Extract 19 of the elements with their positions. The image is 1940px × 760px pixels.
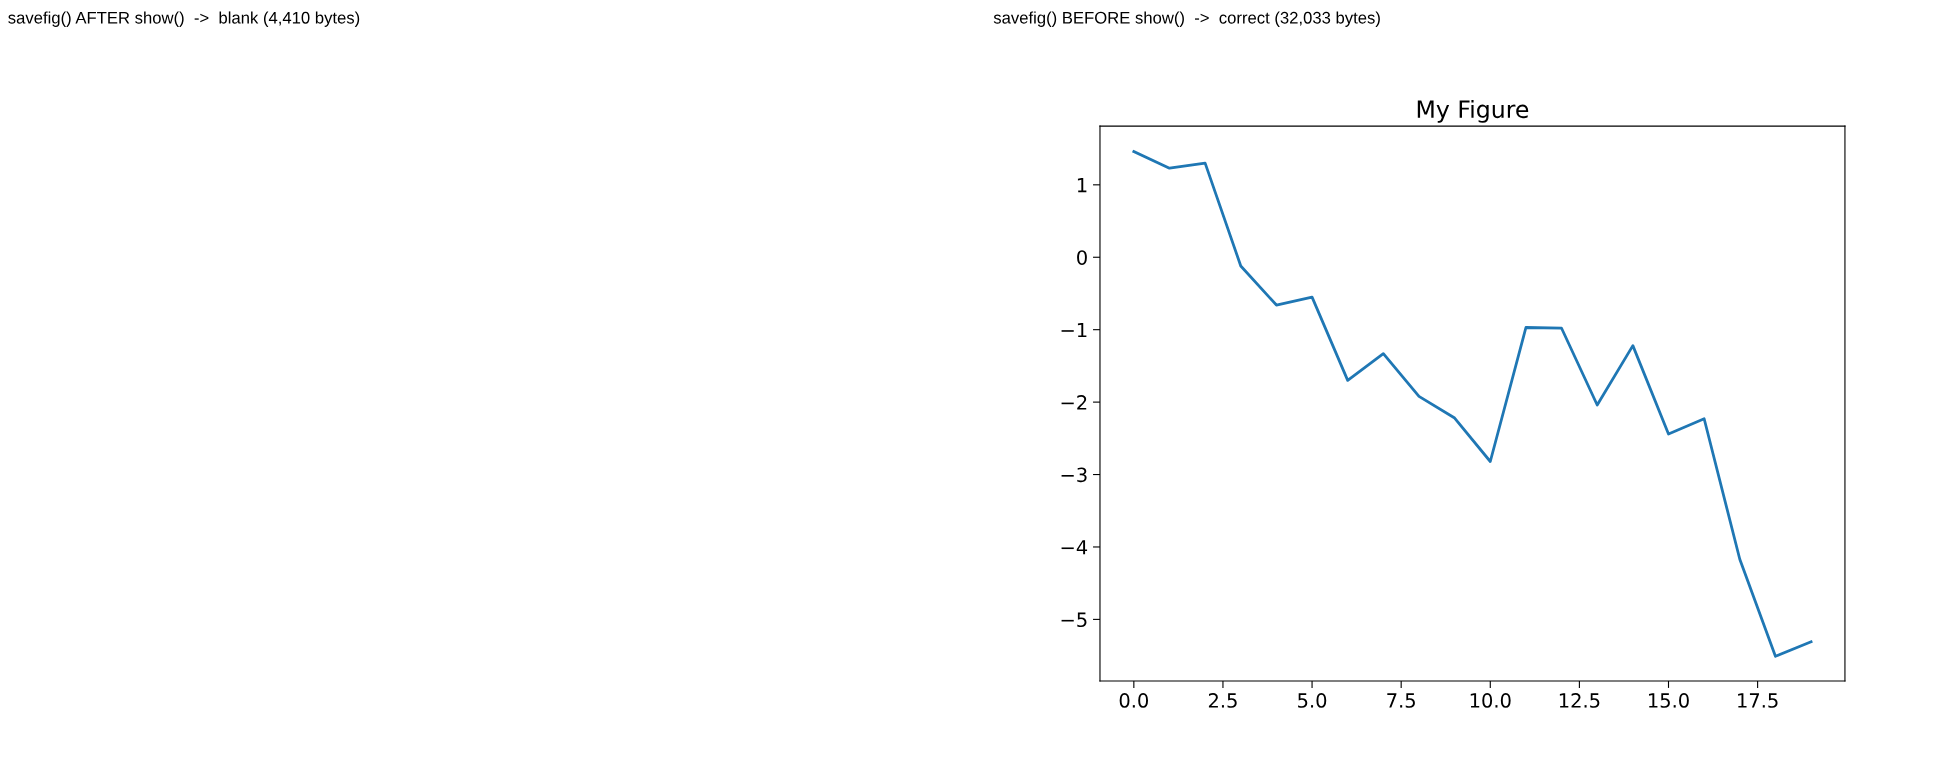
- line-series: [1132, 150, 1813, 658]
- y-tick-label: −1: [1061, 322, 1087, 338]
- x-tick-label: 15.0: [1648, 693, 1689, 708]
- y-tick-label: 1: [1077, 178, 1087, 193]
- x-tick-label: 5.0: [1298, 693, 1327, 708]
- x-tick-label: 10.0: [1470, 693, 1511, 708]
- text: savefig() AFTER show() -> blank (4,410 bytes): [8, 11, 360, 27]
- x-tick-label: 7.5: [1387, 693, 1415, 708]
- y-tick-label: −2: [1061, 395, 1087, 410]
- x-tick-label: 0.0: [1119, 693, 1149, 708]
- y-tick-label: 0: [1077, 250, 1087, 265]
- x-tick-label: 2.5: [1208, 693, 1237, 708]
- y-tick-label: −4: [1061, 540, 1088, 555]
- y-tick-label: −5: [1061, 612, 1087, 628]
- text: savefig() BEFORE show() -> correct (32,033 bytes): [993, 11, 1380, 27]
- chart-title: My Figure: [1417, 99, 1529, 123]
- y-tick-label: −3: [1061, 467, 1087, 483]
- x-tick-label: 12.5: [1559, 693, 1600, 708]
- x-tick-label: 17.5: [1738, 693, 1778, 708]
